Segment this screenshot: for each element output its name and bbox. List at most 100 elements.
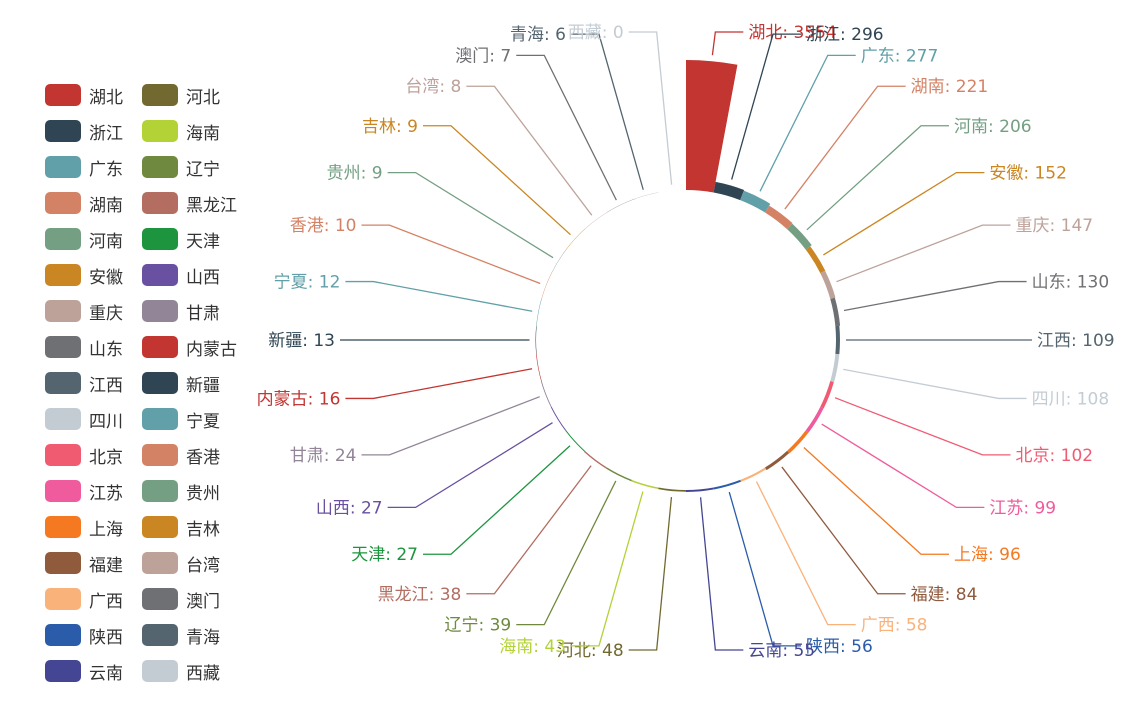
slice-label: 浙江: 296 [806, 25, 884, 45]
legend-label: 黑龙江 [186, 195, 237, 216]
slice-label: 甘肃: 24 [290, 446, 357, 466]
rose-slice[interactable] [820, 381, 834, 409]
legend-item[interactable]: 广西 [45, 587, 123, 612]
legend-item[interactable]: 山东 [45, 335, 123, 360]
legend-item[interactable]: 内蒙古 [142, 335, 237, 360]
legend-swatch [142, 624, 178, 646]
rose-slice[interactable] [606, 199, 632, 213]
legend-label: 山西 [186, 267, 220, 288]
legend-item[interactable]: 湖北 [45, 83, 123, 108]
slice-label: 台湾: 8 [405, 77, 461, 97]
slice-label: 辽宁: 39 [444, 616, 511, 636]
legend-item[interactable]: 甘肃 [142, 299, 220, 324]
legend-swatch [45, 660, 81, 682]
legend-item[interactable]: 河南 [45, 227, 123, 252]
legend-item[interactable]: 浙江 [45, 119, 123, 144]
rose-slice[interactable] [565, 430, 585, 452]
legend-item[interactable]: 河北 [142, 83, 220, 108]
rose-slice[interactable] [540, 381, 552, 408]
label-leader-line [466, 465, 592, 595]
rose-slice[interactable] [740, 190, 771, 213]
legend-swatch [142, 372, 178, 394]
rose-slice[interactable] [820, 270, 836, 299]
rose-slice[interactable] [835, 325, 840, 355]
legend-swatch [142, 84, 178, 106]
legend-item[interactable]: 云南 [45, 659, 123, 684]
label-leader-line [628, 31, 673, 185]
legend-item[interactable]: 海南 [142, 119, 220, 144]
rose-slice[interactable] [787, 223, 812, 250]
rose-slice[interactable] [830, 297, 841, 327]
legend-item[interactable]: 湖南 [45, 191, 123, 216]
rose-slice[interactable] [830, 353, 840, 383]
legend-item[interactable]: 西藏 [142, 659, 220, 684]
legend-item[interactable]: 上海 [45, 515, 123, 540]
label-leader-line [823, 171, 985, 256]
slice-label: 湖北: 3554 [748, 23, 836, 43]
slice-label: 北京: 102 [1016, 446, 1094, 466]
rose-slice[interactable] [566, 228, 585, 250]
label-leader-line [570, 33, 644, 190]
legend-item[interactable]: 安徽 [45, 263, 123, 288]
rose-slice[interactable] [606, 467, 632, 482]
rose-slice[interactable] [740, 467, 767, 482]
legend-item[interactable]: 天津 [142, 227, 220, 252]
rose-slice[interactable] [764, 205, 793, 230]
rose-slice[interactable] [536, 298, 542, 327]
rose-slice[interactable] [536, 353, 542, 382]
legend-item[interactable]: 香港 [142, 443, 220, 468]
rose-slice[interactable] [535, 326, 537, 354]
slice-label: 云南: 55 [748, 641, 815, 661]
rose-slice[interactable] [631, 479, 659, 489]
legend-item[interactable]: 澳门 [142, 587, 220, 612]
rose-slice[interactable] [584, 450, 608, 469]
legend-item[interactable]: 吉林 [142, 515, 220, 540]
legend-swatch [142, 156, 178, 178]
label-leader-line [843, 280, 1027, 312]
label-leader-line [843, 368, 1027, 400]
rose-slice[interactable] [686, 487, 714, 493]
legend-item[interactable]: 辽宁 [142, 155, 220, 180]
rose-slice[interactable] [713, 479, 741, 490]
legend-swatch [142, 192, 178, 214]
label-leader-line [628, 497, 673, 651]
legend-item[interactable]: 新疆 [142, 371, 220, 396]
rose-slice[interactable] [631, 192, 659, 201]
legend-swatch [142, 300, 178, 322]
legend-item[interactable]: 重庆 [45, 299, 123, 324]
legend-item[interactable]: 陕西 [45, 623, 123, 648]
legend-item[interactable]: 黑龙江 [142, 191, 237, 216]
rose-slice[interactable] [713, 181, 745, 201]
legend-label: 云南 [89, 663, 123, 684]
rose-slice[interactable] [686, 60, 738, 193]
legend-item[interactable]: 贵州 [142, 479, 220, 504]
rose-slice[interactable] [541, 272, 552, 299]
legend-item[interactable]: 山西 [142, 263, 220, 288]
legend-item[interactable]: 宁夏 [142, 407, 220, 432]
legend-label: 海南 [186, 123, 220, 144]
rose-slice[interactable] [805, 406, 824, 433]
legend-item[interactable]: 广东 [45, 155, 123, 180]
legend-label: 广东 [89, 159, 123, 180]
legend-swatch [45, 480, 81, 502]
label-leader-line [834, 397, 1011, 456]
legend-item[interactable]: 台湾 [142, 551, 220, 576]
legend-item[interactable]: 北京 [45, 443, 123, 468]
legend-item[interactable]: 江西 [45, 371, 123, 396]
rose-slice[interactable] [805, 246, 826, 274]
rose-slice[interactable] [764, 450, 790, 471]
rose-slice[interactable] [787, 430, 809, 454]
label-leader-line [361, 396, 540, 456]
legend-item[interactable]: 江苏 [45, 479, 123, 504]
rose-slice[interactable] [658, 487, 686, 492]
legend-item[interactable]: 福建 [45, 551, 123, 576]
slice-label: 江西: 109 [1037, 331, 1115, 351]
rose-slice[interactable] [584, 212, 608, 230]
legend-swatch [45, 444, 81, 466]
rose-slice[interactable] [551, 249, 567, 274]
rose-slice[interactable] [550, 406, 567, 431]
legend-item[interactable]: 青海 [142, 623, 220, 648]
legend-label: 上海 [89, 519, 123, 540]
legend-swatch [142, 516, 178, 538]
legend-item[interactable]: 四川 [45, 407, 123, 432]
